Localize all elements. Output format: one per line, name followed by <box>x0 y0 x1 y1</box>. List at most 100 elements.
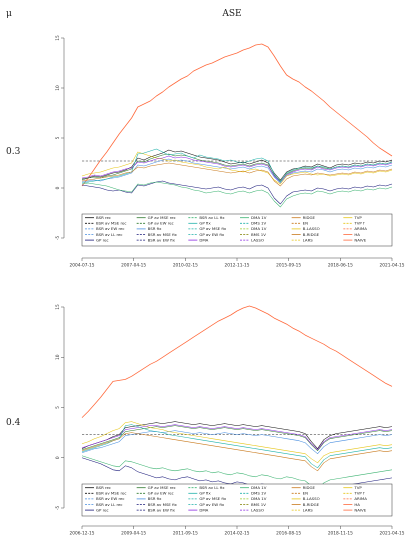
series-line <box>81 432 393 472</box>
row-label-bottom: 0.4 <box>6 418 21 428</box>
legend-label: GP rec <box>96 237 109 242</box>
series-line <box>81 162 393 187</box>
x-tick-label: 2006-12-15 <box>70 531 95 537</box>
series-line <box>81 151 393 185</box>
series-line <box>81 421 393 449</box>
y-tick-label: 0 <box>55 456 61 459</box>
series-line <box>81 180 393 205</box>
y-tick-label: 5 <box>55 406 61 409</box>
series-line <box>81 430 393 454</box>
series-line <box>81 305 393 418</box>
row-label-top: 0.3 <box>6 147 21 157</box>
legend-label: GP av MSE rec <box>148 215 176 220</box>
legend-label: RIDGE <box>303 485 316 490</box>
y-tick-label: 15 <box>55 35 61 41</box>
legend-label: GP fix <box>199 491 211 496</box>
legend-label: B-LASSO <box>303 496 320 501</box>
y-tick-label: -5 <box>55 506 61 511</box>
legend-label: BSR av MSE fix <box>148 232 178 237</box>
legend-label: BSR rec <box>96 485 111 490</box>
legend-label: B-RIDGE <box>303 502 320 507</box>
legend-label: NAIVE <box>354 237 366 242</box>
legend-label: BSR av LL fix <box>199 485 225 490</box>
x-tick-label: 2015-09-15 <box>276 263 301 269</box>
x-tick-label: 2007-04-15 <box>121 263 146 269</box>
legend-label: BSR av MSE rec <box>96 491 127 496</box>
y-tick-label: 15 <box>55 304 61 310</box>
legend-label: ARIMA <box>354 226 367 231</box>
series-line <box>81 424 393 450</box>
legend-label: BSR av EW rec <box>96 226 125 231</box>
x-tick-label: 2011-09-15 <box>173 531 198 537</box>
legend-label: BSR av LL rec <box>96 232 123 237</box>
x-tick-label: 2018-06-15 <box>328 263 353 269</box>
mu-header: μ <box>6 9 12 19</box>
legend-label: BSR fix <box>148 226 162 231</box>
legend-label: DMA 1V <box>251 485 267 490</box>
series-line <box>81 148 393 184</box>
legend-label: TVP <box>353 485 362 490</box>
legend-label: BMS 1V <box>251 502 266 507</box>
chart-panel-top: -5 0 5 10 15 2004-07-15 2007-04-15 2010-02-15 20… <box>55 35 405 268</box>
legend-label: BSR rec <box>96 215 111 220</box>
legend-label: EN <box>303 221 308 226</box>
x-tick-label: 2004-07-15 <box>70 263 95 269</box>
legend-box <box>81 213 393 247</box>
x-tick-label: 2016-08-15 <box>276 531 301 537</box>
series-line <box>81 43 393 187</box>
x-tick-label: 2014-02-15 <box>225 531 250 537</box>
legend-label: BSR av EW fix <box>148 237 176 242</box>
legend-label: ARIMA <box>354 496 367 501</box>
series-line <box>81 424 393 469</box>
x-tick-label: 2021-04-15 <box>380 531 405 537</box>
y-tick-label: -5 <box>55 236 61 241</box>
series-line <box>81 425 393 451</box>
legend-label: LARS <box>303 237 314 242</box>
legend-label: BSR av MSE fix <box>148 502 178 507</box>
legend-label: EN <box>303 491 308 496</box>
legend-label: NAIVE <box>354 507 366 512</box>
legend-label: BSR av LL fix <box>199 215 225 220</box>
legend-label: GP av MSE fix <box>199 496 226 501</box>
legend-label: BSR av MSE rec <box>96 221 127 226</box>
x-tick-label: 2021-04-15 <box>380 263 405 269</box>
legend-label: GP rec <box>96 507 109 512</box>
legend-label: TVP f <box>353 491 365 496</box>
legend-box <box>81 483 393 517</box>
series-line <box>81 455 393 490</box>
y-tick-label: 10 <box>55 354 61 360</box>
y-tick-label: 10 <box>55 85 61 91</box>
legend-label: BSR av EW fix <box>148 507 176 512</box>
legend-label: GP av MSE fix <box>199 226 226 231</box>
legend-label: TVP <box>353 215 362 220</box>
legend-label: HA <box>354 502 360 507</box>
legend-label: B-LASSO <box>303 226 320 231</box>
legend-label: LARS <box>303 507 314 512</box>
x-tick-label: 2018-11-15 <box>328 531 353 537</box>
legend-label: DMA 1V <box>251 226 267 231</box>
legend-label: DMS 1V <box>251 491 267 496</box>
y-tick-label: 0 <box>55 186 61 189</box>
legend-label: DMS 1V <box>251 221 267 226</box>
legend-label: LASSO <box>251 507 264 512</box>
legend-label: B-RIDGE <box>303 232 320 237</box>
legend-label: DMA <box>199 237 208 242</box>
legend-label: TVP f <box>353 221 365 226</box>
legend-label: GP av EW rec <box>148 221 174 226</box>
series-line <box>81 149 393 181</box>
legend-label: GP av EW fix <box>199 232 225 237</box>
legend-label: GP av EW rec <box>148 491 174 496</box>
legend-label: DMA 1V <box>251 496 267 501</box>
legend-label: HA <box>354 232 360 237</box>
legend-label: BSR av EW rec <box>96 496 125 501</box>
ase-header: ASE <box>221 9 241 19</box>
x-tick-label: 2012-11-15 <box>225 263 250 269</box>
legend-label: DMA <box>199 507 208 512</box>
legend-label: BSR fix <box>148 496 162 501</box>
y-tick-label: 5 <box>55 136 61 139</box>
legend-label: BMS 1V <box>251 232 266 237</box>
legend-label: BSR av LL rec <box>96 502 123 507</box>
legend-label: RIDGE <box>303 215 316 220</box>
legend-label: GP av EW fix <box>199 502 225 507</box>
